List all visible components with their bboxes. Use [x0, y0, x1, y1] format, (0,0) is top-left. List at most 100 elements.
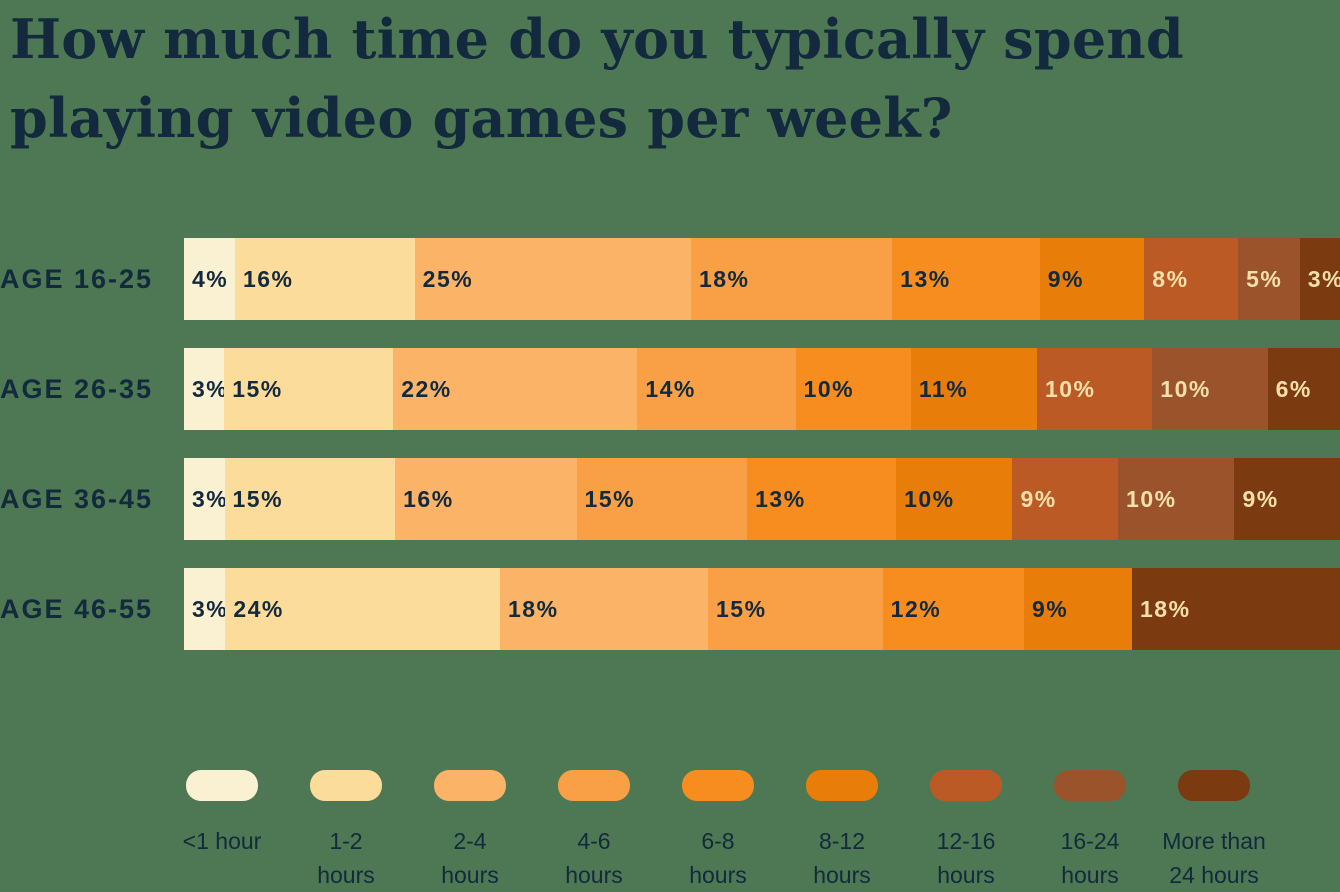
bar-segment-value: 12% [890, 595, 942, 622]
legend-item: 12-16 hours [904, 770, 1028, 892]
bar-segment: 5% [1238, 238, 1300, 320]
chart-row: AGE 46-55 3% 24% 18% 15% 12% 9% 18% [0, 568, 1340, 650]
bar-segment-value: 10% [803, 375, 855, 402]
legend-item: 6-8 hours [656, 770, 780, 892]
legend-label: 4-6 hours [565, 828, 623, 888]
bar-segment-value: 16% [403, 485, 454, 512]
bar-segment: 18% [500, 568, 708, 650]
chart-row: AGE 16-25 4% 16% 25% 18% 13% 9% 8% 5% 3% [0, 238, 1340, 320]
bar-segment: 10% [1152, 348, 1268, 430]
bar-segment-value: 13% [755, 485, 806, 512]
bar-segment-value: 6% [1275, 375, 1312, 402]
stacked-bar: 3% 15% 22% 14% 10% 11% 10% 10% 6% [184, 348, 1340, 430]
legend-swatch [806, 770, 878, 801]
bar-segment-value: 15% [716, 595, 767, 622]
bar-segment-value: 3% [192, 595, 229, 622]
bar-segment-value: 9% [1032, 595, 1069, 622]
bar-segment-value: 9% [1047, 265, 1084, 292]
legend-item: 4-6 hours [532, 770, 656, 892]
bar-segment-value: 18% [508, 595, 559, 622]
bar-segment: 10% [896, 458, 1013, 540]
bar-segment-value: 18% [698, 265, 750, 292]
legend-swatch [1178, 770, 1250, 801]
chart-legend: <1 hour 1-2 hours 2-4 hours 4-6 hours 6-8 hours 8… [160, 770, 1276, 892]
bar-segment: 12% [882, 568, 1024, 650]
legend-item: More than 24 hours [1152, 770, 1276, 892]
legend-swatch [434, 770, 506, 801]
bar-segment: 15% [708, 568, 883, 650]
bar-segment-value: 10% [1044, 375, 1096, 402]
stacked-bar-chart: AGE 16-254%16%25%18%13%9%8%5%3%AGE 26-35… [0, 238, 1340, 678]
bar-segment-value: 18% [1140, 595, 1191, 622]
legend-item: 1-2 hours [284, 770, 408, 892]
bar-segment: 9% [1012, 458, 1119, 540]
legend-label: 6-8 hours [689, 828, 747, 888]
chart-title-line2: playing video games per week? [10, 86, 953, 150]
legend-swatch [682, 770, 754, 801]
bar-segment-value: 9% [1242, 485, 1279, 512]
age-group-label: AGE 26-35 [0, 374, 154, 404]
bar-segment: 25% [414, 238, 691, 320]
legend-label: <1 hour [182, 828, 262, 854]
bar-segment-value: 11% [918, 375, 969, 402]
bar-segment: 15% [576, 458, 748, 540]
bar-segment: 18% [690, 238, 893, 320]
bar-segment-value: 25% [422, 265, 474, 292]
bar-segment-value: 3% [192, 485, 229, 512]
bar-segment: 3% [184, 568, 229, 650]
bar-segment: 11% [910, 348, 1037, 430]
age-group-label: AGE 36-45 [0, 484, 154, 514]
bar-segment-value: 24% [233, 595, 284, 622]
legend-swatch [186, 770, 258, 801]
bar-segment: 22% [393, 348, 638, 430]
bar-segment-value: 22% [401, 375, 452, 402]
bar-segment-value: 15% [232, 375, 283, 402]
bar-segment: 3% [1299, 238, 1340, 320]
bar-segment: 24% [225, 568, 500, 650]
bar-segment: 9% [1024, 568, 1132, 650]
bar-segment-value: 10% [1160, 375, 1211, 402]
age-group-label: AGE 16-25 [0, 264, 154, 294]
age-group-label: AGE 46-55 [0, 594, 154, 624]
bar-segment: 10% [795, 348, 911, 430]
bar-segment-value: 3% [1307, 265, 1340, 292]
legend-label: 8-12 hours [813, 828, 871, 888]
chart-title: How much time do you typically spend pla… [10, 0, 1184, 158]
stacked-bar: 3% 15% 16% 15% 13% 10% 9% 10% 9% [184, 458, 1340, 540]
legend-item: 2-4 hours [408, 770, 532, 892]
bar-segment: 15% [224, 348, 394, 430]
bar-segment-value: 10% [1126, 485, 1177, 512]
bar-segment: 14% [637, 348, 796, 430]
chart-row: AGE 26-35 3% 15% 22% 14% 10% 11% 10% 10% 6% [0, 348, 1340, 430]
bar-segment-value: 3% [192, 375, 229, 402]
legend-label: 1-2 hours [317, 828, 375, 888]
chart-row: AGE 36-45 3% 15% 16% 15% 13% 10% 9% 10% 9% [0, 458, 1340, 540]
bar-segment-value: 9% [1020, 485, 1057, 512]
legend-item: 8-12 hours [780, 770, 904, 892]
bar-segment: 13% [892, 238, 1040, 320]
legend-item: 16-24 hours [1028, 770, 1152, 892]
bar-segment-value: 10% [904, 485, 955, 512]
legend-label: More than 24 hours [1162, 828, 1266, 888]
bar-segment: 13% [747, 458, 897, 540]
bar-segment-value: 16% [242, 265, 294, 292]
legend-swatch [310, 770, 382, 801]
legend-label: 12-16 hours [936, 828, 996, 888]
bar-segment: 3% [184, 348, 227, 430]
bar-segment: 15% [224, 458, 396, 540]
bar-segment: 10% [1118, 458, 1235, 540]
stacked-bar: 3% 24% 18% 15% 12% 9% 18% [184, 568, 1340, 650]
chart-title-line1: How much time do you typically spend [10, 7, 1184, 71]
legend-label: 2-4 hours [441, 828, 499, 888]
bar-segment-value: 8% [1152, 265, 1189, 292]
bar-segment-value: 13% [900, 265, 951, 292]
bar-segment: 10% [1036, 348, 1153, 430]
bar-segment-value: 15% [584, 485, 636, 512]
legend-swatch [558, 770, 630, 801]
bar-segment: 16% [395, 458, 577, 540]
bar-segment-value: 15% [232, 485, 284, 512]
bar-segment-value: 5% [1246, 265, 1283, 292]
bar-segment: 8% [1144, 238, 1239, 320]
stacked-bar: 4% 16% 25% 18% 13% 9% 8% 5% 3% [184, 238, 1340, 320]
